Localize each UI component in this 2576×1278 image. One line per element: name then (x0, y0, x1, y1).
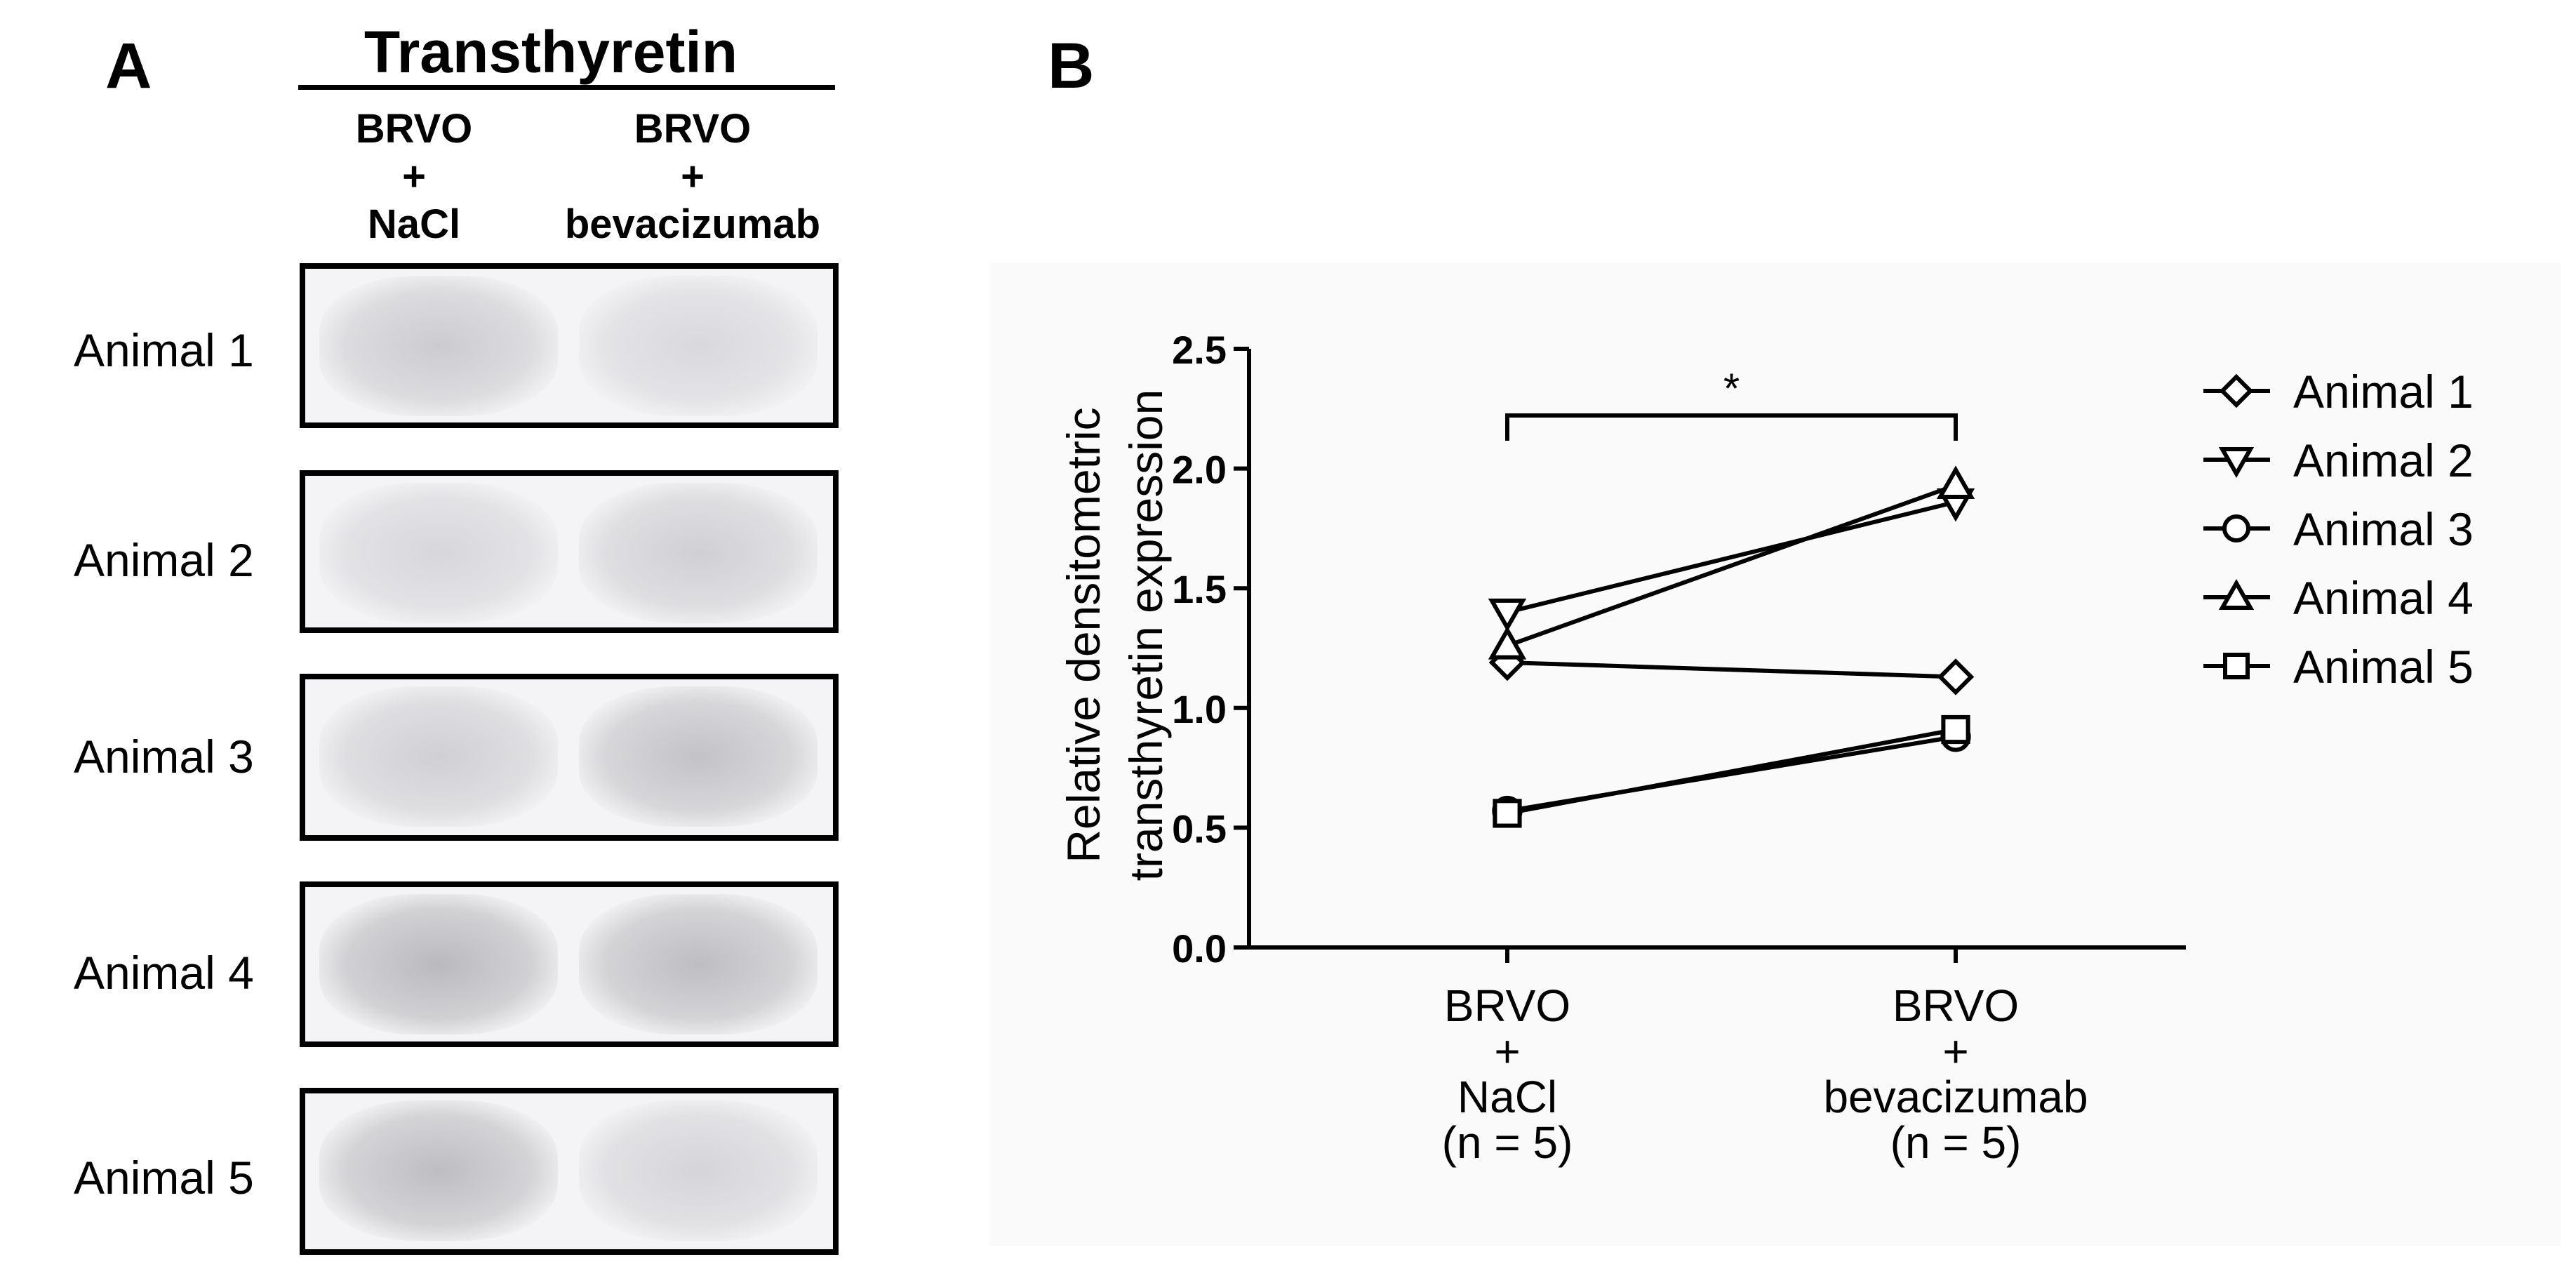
marker-square (1493, 799, 1522, 828)
marker-triangle-up (1936, 465, 1975, 499)
panel-a-title: Transthyretin (363, 19, 738, 85)
column-header-line: + (681, 154, 705, 199)
blot-band (579, 894, 817, 1034)
series-markers-animal-4 (1488, 465, 1975, 660)
row-label-animal-3: Animal 3 (74, 731, 254, 783)
blot-band (319, 686, 558, 827)
series-group (1488, 465, 1975, 828)
marker-triangle-up (1488, 626, 1527, 660)
x-axis-labels: BRVO+NaCl(n = 5)BRVO+bevacizumab(n = 5) (1442, 980, 2088, 1168)
y-axis-label: Relative densitometric transthyretin exp… (1057, 390, 1172, 881)
blot-band (579, 483, 817, 623)
y-axis-label-line2: transthyretin expression (1120, 390, 1172, 881)
blot-animal-4 (300, 881, 839, 1047)
column-header-bevacizumab: BRVO + bevacizumab (528, 105, 857, 248)
series-markers-animal-5 (1493, 714, 1970, 828)
plot-background (989, 263, 2561, 1246)
legend-label: Animal 4 (2293, 572, 2474, 624)
marker-diamond (2219, 373, 2254, 408)
legend: Animal 1 Animal 2 Animal 3 Animal 4 Animal 5 (2203, 366, 2474, 693)
row-label-animal-2: Animal 2 (74, 534, 254, 586)
axes: 0.0 0.5 1.0 1.5 2.0 2.5 (1172, 328, 2186, 971)
panel-b-letter: B (1048, 30, 1095, 102)
row-label-animal-5: Animal 5 (74, 1152, 254, 1204)
y-tick-label: 1.5 (1172, 567, 1227, 611)
row-label-animal-1: Animal 1 (74, 324, 254, 376)
column-header-line: BRVO (355, 106, 473, 152)
marker-square (2223, 653, 2250, 679)
panel-a-title-rule (298, 85, 835, 90)
x-category-label-line: BRVO (1893, 980, 2019, 1031)
legend-label: Animal 2 (2293, 434, 2474, 486)
x-category-label-line: NaCl (1457, 1072, 1557, 1122)
blot-animal-2 (300, 470, 839, 633)
significance-star: * (1723, 365, 1740, 412)
blot-band (319, 276, 558, 416)
y-tick-label: 1.0 (1172, 687, 1227, 731)
series-line (1506, 483, 1957, 648)
marker-triangle-up (2218, 578, 2255, 610)
marker-triangle-down (1488, 598, 1527, 632)
blot-band (319, 483, 558, 623)
significance-bracket: * (1505, 365, 1958, 441)
marker-diamond (1937, 658, 1975, 695)
x-category-label-line: bevacizumab (1823, 1072, 2088, 1122)
y-tick-label: 2.5 (1172, 328, 1227, 372)
column-header-line: NaCl (367, 201, 461, 247)
marker-square (1941, 714, 1970, 745)
series-animal-2 (1507, 500, 1956, 615)
blot-band (579, 686, 817, 827)
panel-a-letter: A (105, 30, 152, 102)
bracket-line (1505, 413, 1958, 441)
blot-band (319, 1100, 558, 1241)
series-line (1507, 500, 1956, 615)
series-animal-4 (1506, 483, 1957, 648)
x-category-label-line: + (1494, 1026, 1520, 1077)
row-label-animal-4: Animal 4 (74, 947, 254, 999)
legend-label: Animal 1 (2293, 366, 2474, 418)
marker-circle (2222, 514, 2250, 543)
series-animal-1 (1507, 660, 1956, 679)
series-line (1507, 727, 1956, 816)
series-line (1507, 660, 1956, 679)
blot-animal-5 (300, 1088, 839, 1255)
column-header-line: bevacizumab (564, 201, 821, 247)
y-tick-label: 0.5 (1172, 806, 1227, 851)
legend-label: Animal 3 (2293, 503, 2474, 555)
y-tick-label: 0.0 (1172, 926, 1227, 971)
column-header-line: BRVO (634, 106, 752, 152)
x-category-label-line: BRVO (1444, 980, 1570, 1031)
column-header-nacl: BRVO + NaCl (249, 105, 579, 248)
x-category-label-line: (n = 5) (1442, 1117, 1573, 1168)
legend-label: Animal 5 (2293, 641, 2474, 693)
column-header-line: + (402, 154, 426, 199)
blot-animal-1 (300, 263, 839, 428)
x-category-label-line: (n = 5) (1890, 1117, 2022, 1168)
x-category-label-line: + (1942, 1026, 1968, 1077)
blot-band (579, 276, 817, 416)
y-axis-label-line1: Relative densitometric (1057, 407, 1109, 863)
marker-triangle-down (2218, 447, 2255, 479)
blot-band (579, 1100, 817, 1241)
blot-band (319, 894, 558, 1034)
series-animal-5 (1507, 727, 1956, 816)
blot-animal-3 (300, 674, 839, 841)
y-tick-label: 2.0 (1172, 448, 1227, 492)
